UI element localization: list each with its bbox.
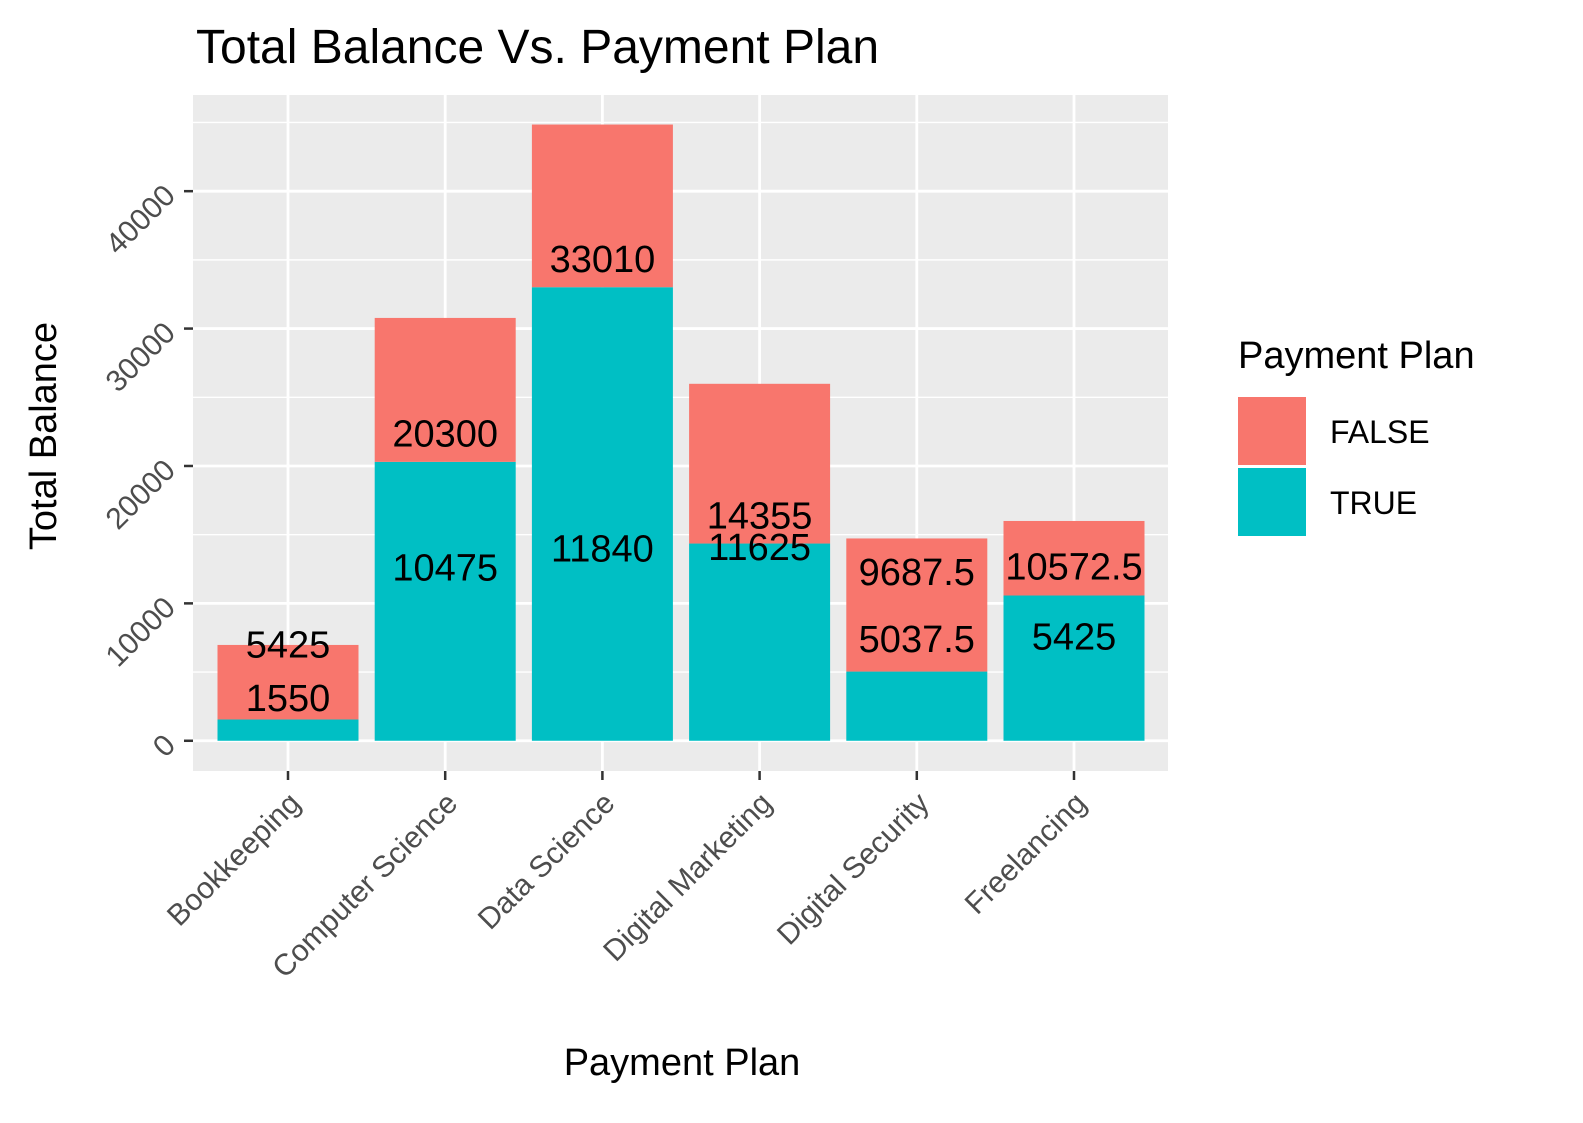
data-label: 9687.5 xyxy=(859,552,975,594)
legend-label: TRUE xyxy=(1330,485,1417,521)
legend-label: FALSE xyxy=(1330,414,1430,450)
legend-key-true xyxy=(1238,468,1306,536)
x-tick-label: Data Science xyxy=(472,787,622,937)
data-label: 11625 xyxy=(708,527,811,569)
bar-false xyxy=(1003,520,1145,596)
bar-true xyxy=(689,543,831,741)
bar-true xyxy=(846,671,988,741)
data-label: 5425 xyxy=(246,625,331,667)
data-label: 5425 xyxy=(1032,616,1117,658)
legend-key-false xyxy=(1238,397,1306,465)
data-label: 5037.5 xyxy=(859,619,975,661)
y-tick-label: 0 xyxy=(147,728,182,763)
bar-false xyxy=(846,538,988,672)
legend-title: Payment Plan xyxy=(1238,335,1475,377)
data-label: 33010 xyxy=(550,239,656,281)
data-label: 14355 xyxy=(707,495,813,537)
x-tick-label: Freelancing xyxy=(959,787,1093,921)
chart-title: Total Balance Vs. Payment Plan xyxy=(196,21,879,74)
x-tick-label: Bookkeeping xyxy=(161,787,307,933)
y-axis-title: Total Balance xyxy=(23,322,65,550)
y-tick-label: 30000 xyxy=(100,316,182,398)
data-label: 11840 xyxy=(551,528,654,570)
y-tick-label: 20000 xyxy=(100,454,182,536)
data-label: 1550 xyxy=(246,678,331,720)
legend: Payment Plan FALSE TRUE xyxy=(1238,335,1475,536)
bar-true xyxy=(217,719,359,741)
bar-true xyxy=(531,287,673,741)
data-label: 10475 xyxy=(392,548,498,590)
bar-false xyxy=(217,644,359,720)
bar-true xyxy=(374,461,516,741)
x-axis-title: Payment Plan xyxy=(564,1042,801,1084)
data-label: 20300 xyxy=(392,414,498,456)
data-label: 10572.5 xyxy=(1005,546,1142,588)
bar-true xyxy=(1003,595,1145,741)
y-tick-label: 10000 xyxy=(100,591,182,673)
x-tick-label: Digital Security xyxy=(771,787,936,952)
bar-false xyxy=(531,124,673,288)
bar-false xyxy=(374,317,516,462)
y-tick-label: 40000 xyxy=(100,179,182,261)
bar-false xyxy=(689,383,831,544)
x-tick-label: Digital Marketing xyxy=(597,787,778,968)
